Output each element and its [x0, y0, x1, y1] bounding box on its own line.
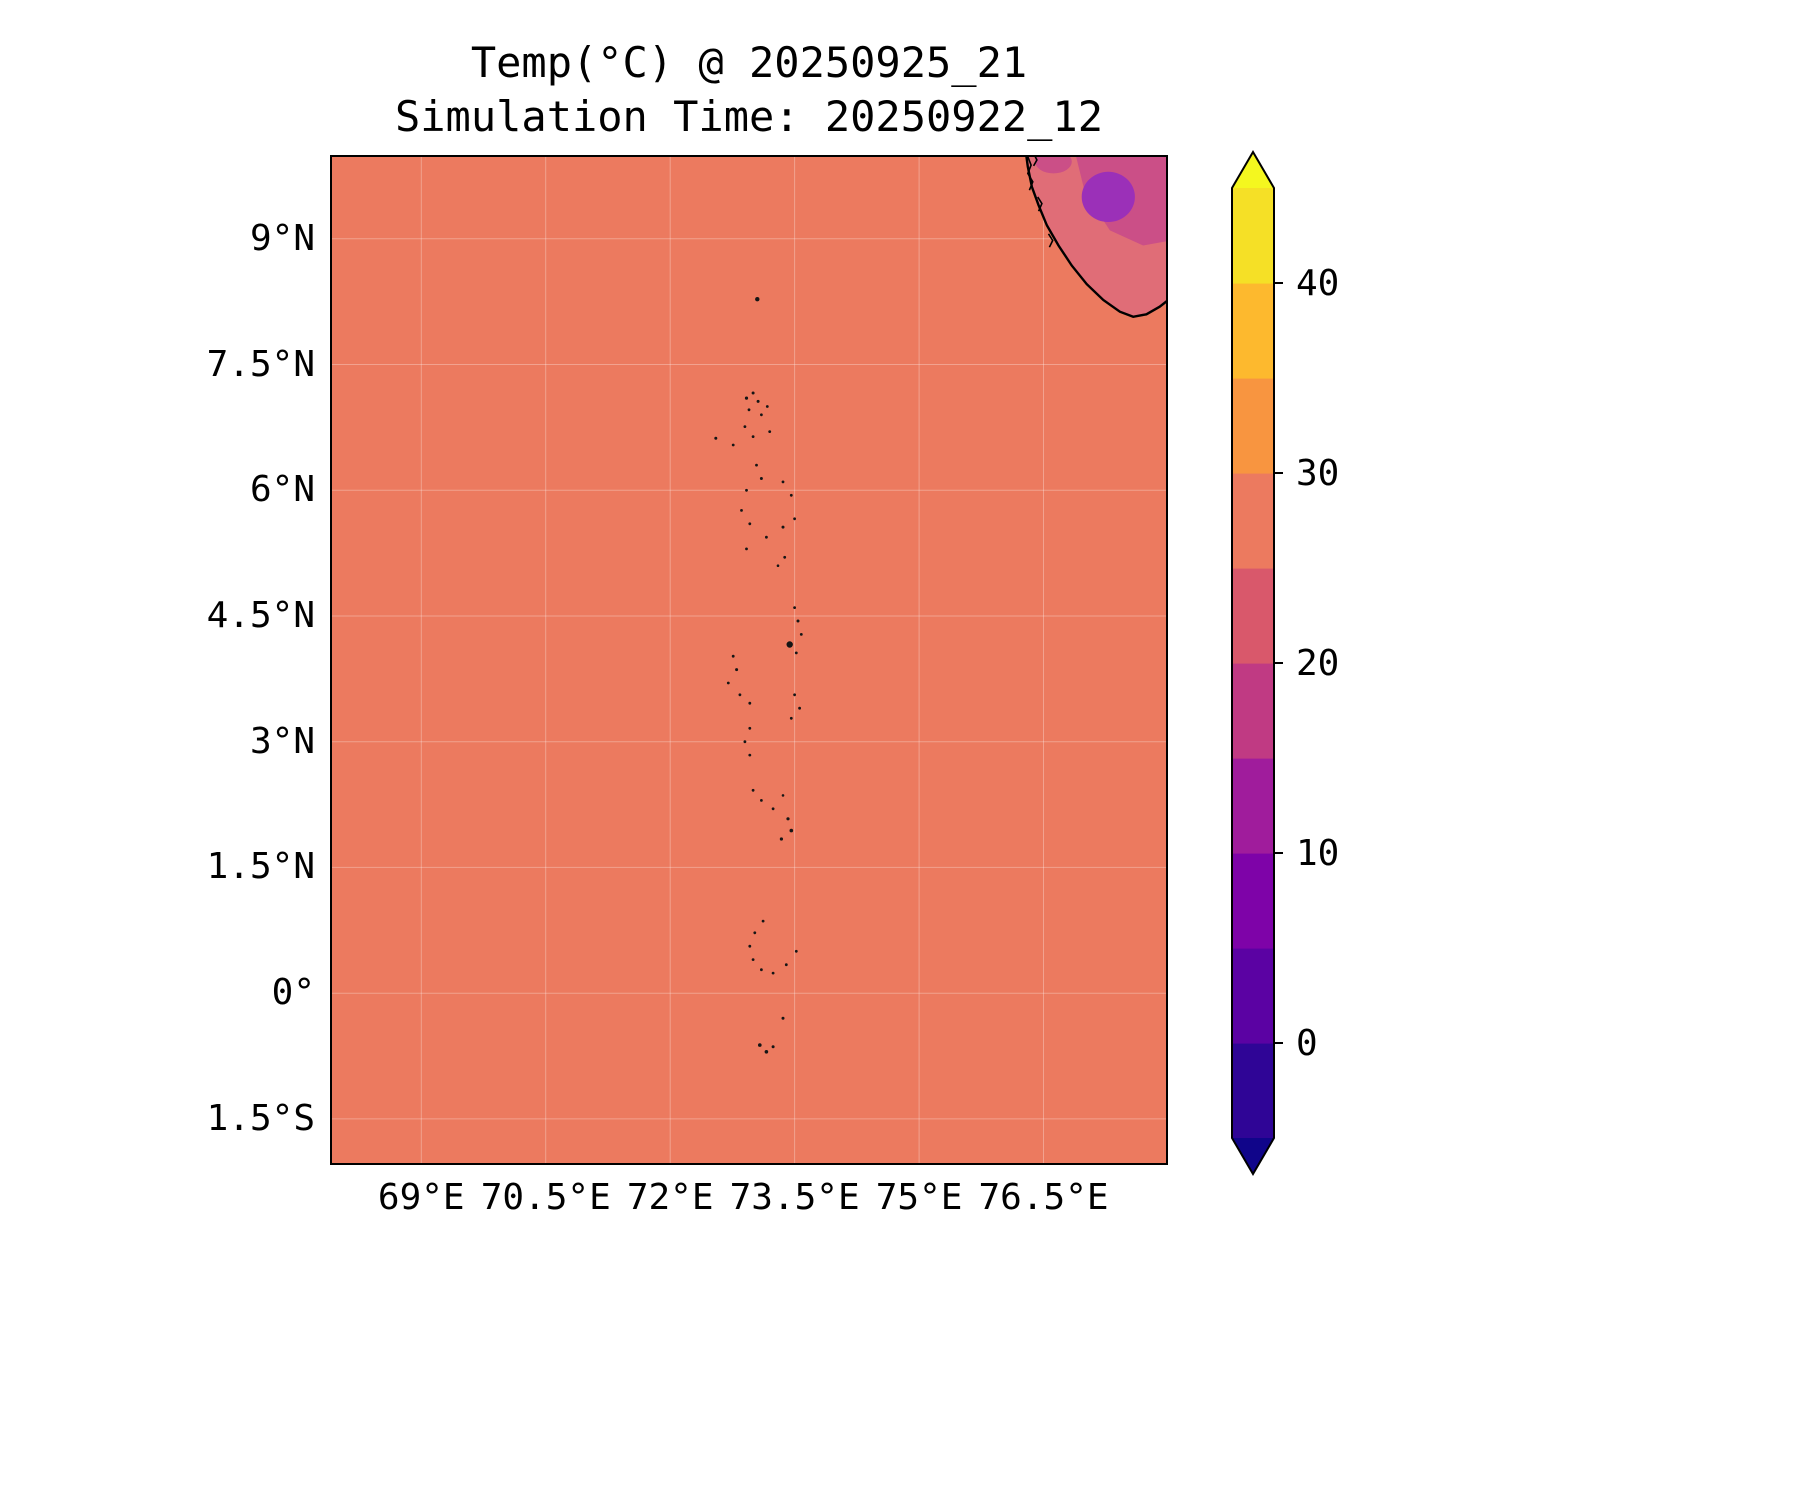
colorbar-tick-label: 10: [1296, 833, 1339, 874]
x-tick-label: 72°E: [626, 1177, 714, 1218]
y-tick-label: 1.5°S: [206, 1097, 315, 1139]
colorbar-tick-label: 0: [1296, 1023, 1318, 1064]
x-tick-label: 76.5°E: [978, 1177, 1109, 1218]
y-tick-label: 6°N: [249, 469, 315, 511]
ocean-fill: [330, 155, 1168, 1165]
colorbar-under-arrow: [1232, 1138, 1274, 1174]
colorbar-outline: [1231, 150, 1275, 1176]
colorbar-tick-label: 30: [1296, 453, 1339, 494]
map-frame: [330, 155, 1168, 1165]
x-tick-label: 70.5°E: [480, 1177, 611, 1218]
chart-subtitle: Simulation Time: 20250922_12: [394, 92, 1103, 141]
y-tick-label: 1.5°N: [206, 846, 315, 888]
y-tick-label: 7.5°N: [206, 343, 315, 385]
chart-title: Temp(°C) @ 20250925_21: [470, 38, 1028, 87]
chart-title-block: Temp(°C) @ 20250925_21 Simulation Time: …: [330, 36, 1168, 144]
map-canvas: [330, 155, 1168, 1165]
y-tick-label: 4.5°N: [206, 594, 315, 636]
maldives-islands: [714, 297, 803, 1054]
india-coastline: [1024, 155, 1168, 319]
map-plot: [330, 155, 1168, 1165]
colorbar: 40 30 20 10 0: [1222, 148, 1442, 1203]
colorbar-canvas: 40 30 20 10 0: [1231, 150, 1339, 1176]
graticule: [330, 155, 1168, 1165]
colorbar-tick-label: 20: [1296, 643, 1339, 684]
y-tick-label: 9°N: [249, 217, 315, 259]
y-tick-label: 3°N: [249, 720, 315, 762]
colorbar-over-arrow: [1232, 152, 1274, 188]
y-tick-label: 0°: [271, 972, 315, 1014]
x-tick-label: 73.5°E: [729, 1177, 860, 1218]
colorbar-tick-label: 40: [1296, 263, 1339, 304]
x-tick-label: 75°E: [875, 1177, 963, 1218]
x-tick-label: 69°E: [377, 1177, 465, 1218]
